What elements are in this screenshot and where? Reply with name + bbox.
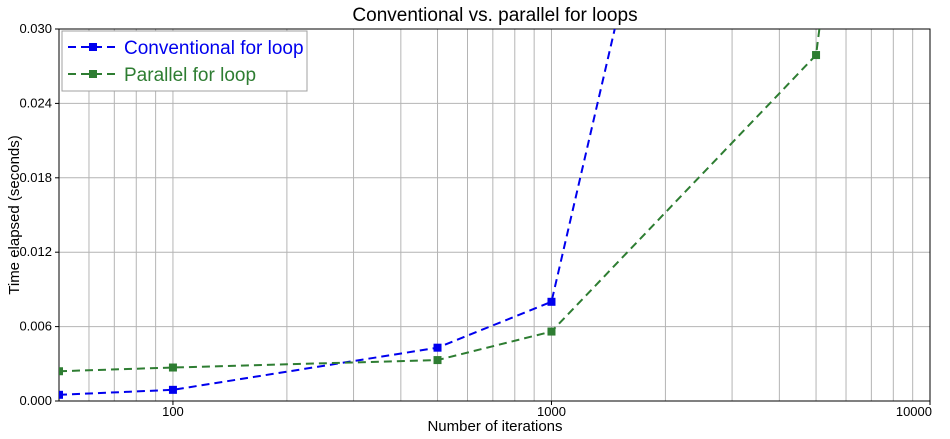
data-point xyxy=(168,363,177,372)
legend-label: Parallel for loop xyxy=(124,65,256,86)
legend-box xyxy=(61,30,308,92)
legend-marker xyxy=(89,70,97,78)
x-tick-label: 1000 xyxy=(537,404,566,419)
y-tick-label: 0.000 xyxy=(19,393,52,408)
series-0 xyxy=(59,29,616,399)
y-tick-label: 0.006 xyxy=(19,319,52,334)
series-layer xyxy=(59,29,821,399)
plot-area-border xyxy=(58,28,931,402)
series-line xyxy=(59,29,821,373)
y-tick-label: 0.024 xyxy=(19,95,52,110)
y-tick-label: 0.030 xyxy=(19,21,52,36)
data-point xyxy=(433,343,442,352)
x-tick-label: 10000 xyxy=(896,404,932,419)
data-point xyxy=(168,385,177,394)
y-tick-label: 0.018 xyxy=(19,170,52,185)
data-point xyxy=(433,356,442,365)
x-axis-ticks: 100 1000 10000 xyxy=(162,401,932,419)
legend: Conventional for loop Parallel for loop xyxy=(61,30,308,92)
legend-marker xyxy=(89,43,97,51)
y-tick-label: 0.012 xyxy=(19,244,52,259)
data-point xyxy=(59,390,63,399)
series-1 xyxy=(59,29,821,376)
data-point xyxy=(547,297,556,306)
data-point xyxy=(812,51,821,60)
data-point xyxy=(547,327,556,336)
legend-label: Conventional for loop xyxy=(124,38,304,59)
chart-title: Conventional vs. parallel for loops xyxy=(352,5,637,26)
y-axis-title: Time elapsed (seconds) xyxy=(6,135,23,295)
x-tick-label: 100 xyxy=(162,404,184,419)
data-point xyxy=(59,367,63,376)
y-axis-ticks: 0.000 0.006 0.012 0.018 0.024 0.030 xyxy=(19,21,59,408)
x-axis-title: Number of iterations xyxy=(427,418,562,435)
